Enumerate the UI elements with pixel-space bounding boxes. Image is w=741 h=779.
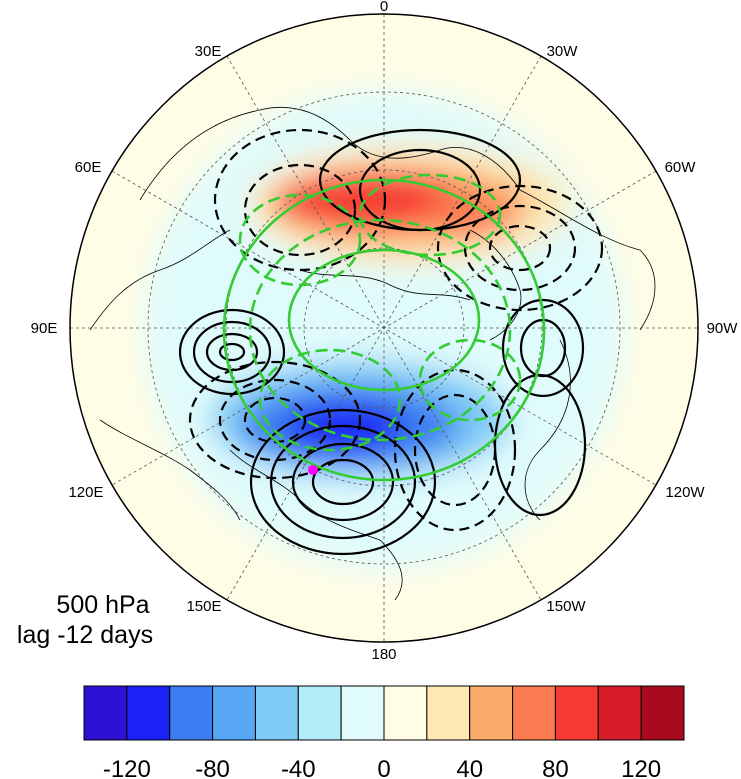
lon-label-90e: 90E (31, 320, 58, 337)
lag-label: lag -12 days (16, 621, 154, 649)
colorbar-tick-label: -40 (281, 756, 316, 779)
lon-label-60w: 60W (665, 159, 697, 176)
lon-label-90w: 90W (707, 320, 739, 337)
colorbar-swatch (126, 685, 171, 741)
overlay-contours (238, 173, 522, 452)
cold-anomaly-core (285, 404, 405, 452)
colorbar-swatch (554, 685, 599, 741)
colorbar-tick-label: -80 (195, 756, 230, 779)
colorbar-swatch (469, 685, 514, 741)
lon-label-0: 0 (380, 0, 388, 15)
lon-label-30e: 30E (195, 43, 222, 60)
colorbar-swatch (640, 685, 685, 741)
colorbar-tick-label: -120 (103, 756, 151, 779)
colorbar-tick-label: 0 (377, 756, 390, 779)
colorbar-swatch (383, 685, 428, 741)
warm-anomaly-core (275, 172, 465, 228)
longitude-labels: 0 30W 60W 90W 120W 150W 180 150E 120E 90… (31, 0, 739, 663)
colorbar: -120 -80 -40 0 40 80 120 (83, 685, 685, 779)
colorbar-swatch (83, 685, 128, 741)
lon-label-180: 180 (371, 646, 396, 663)
colorbar-swatch (512, 685, 556, 741)
lon-label-120w: 120W (665, 484, 705, 501)
overlay-contours-solid (222, 178, 546, 482)
colorbar-swatch (212, 685, 256, 741)
colorbar-tick-label: 80 (542, 756, 569, 779)
lon-label-150w: 150W (546, 598, 586, 615)
lon-label-120e: 120E (68, 484, 103, 501)
colorbar-swatch (254, 685, 299, 741)
map-border (69, 13, 699, 643)
pressure-level-label: 500 hPa (56, 591, 150, 619)
lon-label-30w: 30W (547, 43, 579, 60)
colorbar-tick-label: 40 (456, 756, 483, 779)
colorbar-swatch (597, 685, 642, 741)
colorbar-swatch (340, 685, 385, 741)
colorbar-swatch (426, 685, 471, 741)
lon-label-150e: 150E (186, 598, 221, 615)
polar-map (70, 14, 698, 642)
lon-label-60e: 60E (75, 159, 102, 176)
colorbar-tick-label: 120 (621, 756, 661, 779)
colorbar-swatch (169, 685, 214, 741)
colorbar-swatch (297, 685, 342, 741)
reference-point-marker (308, 465, 318, 475)
height-contours (178, 128, 587, 556)
